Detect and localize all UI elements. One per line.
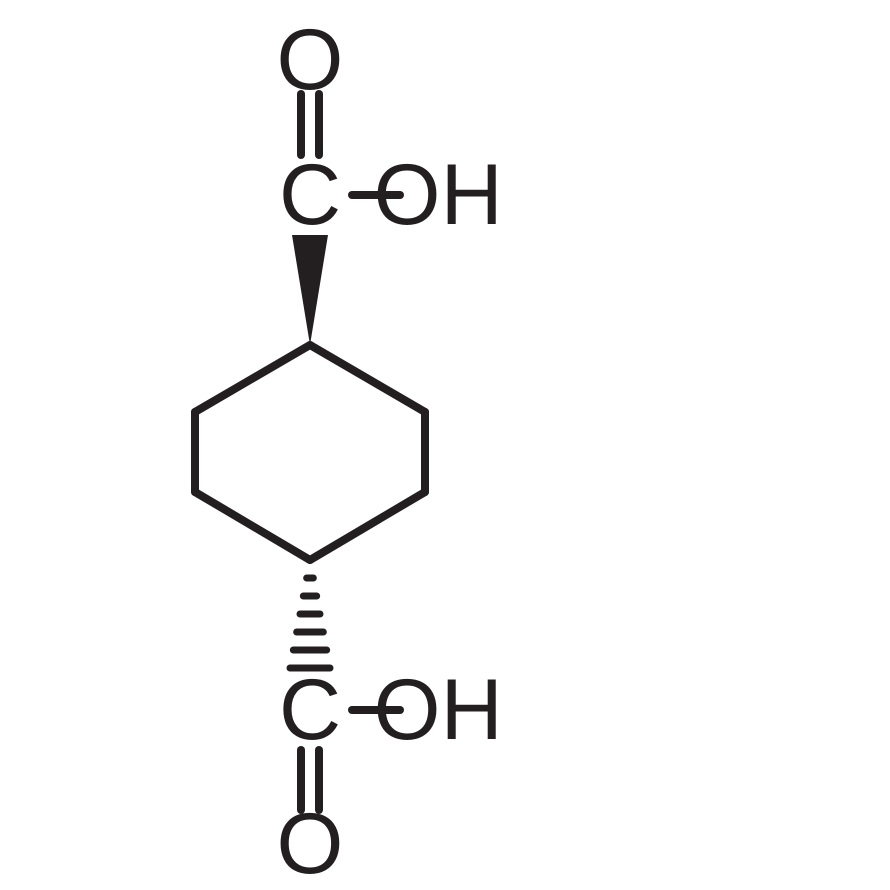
ring-bond (310, 492, 425, 560)
atom-label-O_bottom: O (277, 796, 344, 890)
atom-label-OH_top: OH (374, 147, 503, 243)
ring-bond (195, 345, 310, 412)
atom-label-O_top: O (277, 12, 344, 108)
ring-bond (310, 345, 425, 412)
ring-bond (195, 492, 310, 560)
chemical-structure: OCOHCOHO (0, 0, 890, 890)
atom-label-C_bottom: C (279, 662, 341, 758)
atom-label-C_top: C (279, 147, 341, 243)
atom-label-OH_bottom: OH (374, 662, 503, 758)
wedge-solid-bond (292, 235, 328, 345)
